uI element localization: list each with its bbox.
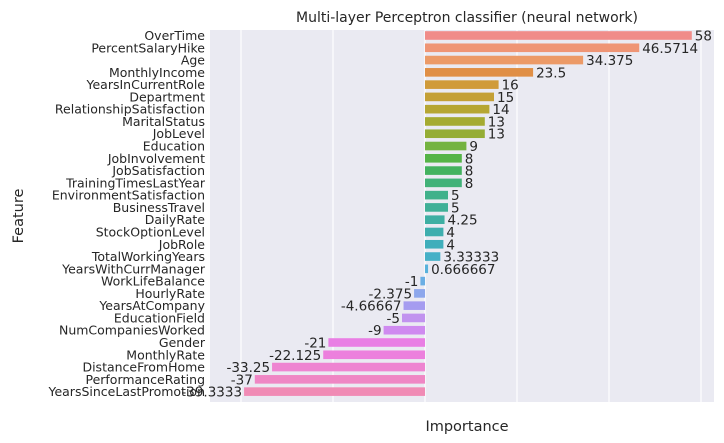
data-label: -22.125 bbox=[269, 348, 321, 364]
y-tick-label: PercentSalaryHike bbox=[91, 40, 205, 55]
bar-Age bbox=[425, 55, 584, 65]
y-tick-labels: OverTimePercentSalaryHikeAgeMonthlyIncom… bbox=[47, 28, 205, 399]
data-label: 16 bbox=[502, 78, 519, 94]
data-label: 46.5714 bbox=[642, 41, 698, 57]
bar-DailyRate bbox=[425, 215, 445, 224]
y-tick-label: StockOptionLevel bbox=[96, 224, 205, 239]
y-tick-label: PerformanceRating bbox=[85, 372, 205, 387]
y-tick-label: JobSatisfaction bbox=[111, 163, 205, 178]
y-tick-label: WorkLifeBalance bbox=[101, 274, 205, 289]
bar-DistanceFromHome bbox=[272, 362, 425, 372]
bar-YearsWithCurrManager bbox=[425, 264, 429, 274]
y-tick-label: NumCompaniesWorked bbox=[59, 323, 205, 338]
bar-PercentSalaryHike bbox=[425, 43, 640, 53]
y-axis-label: Feature bbox=[11, 189, 27, 244]
bar-NumCompaniesWorked bbox=[383, 325, 425, 335]
data-label: -39.3333 bbox=[181, 385, 242, 401]
y-tick-label: MaritalStatus bbox=[122, 114, 205, 129]
bars bbox=[244, 31, 692, 396]
y-tick-label: EducationField bbox=[114, 310, 205, 325]
y-tick-label: BusinessTravel bbox=[113, 200, 205, 215]
bar-Education bbox=[425, 141, 467, 151]
y-tick-label: YearsWithCurrManager bbox=[61, 261, 206, 276]
bar-StockOptionLevel bbox=[425, 227, 444, 237]
bar-Department bbox=[425, 92, 494, 102]
y-tick-label: Department bbox=[129, 89, 205, 104]
data-label: -33.25 bbox=[227, 360, 271, 376]
data-label: 13 bbox=[488, 127, 505, 143]
bar-YearsInCurrentRole bbox=[425, 80, 499, 89]
data-label: 8 bbox=[465, 151, 474, 167]
data-label: 8 bbox=[465, 176, 474, 192]
data-label: -21 bbox=[304, 336, 326, 352]
bar-RelationshipSatisfaction bbox=[425, 104, 490, 114]
y-tick-label: Gender bbox=[159, 335, 206, 350]
data-label: -4.66667 bbox=[341, 299, 402, 315]
y-tick-label: EnvironmentSatisfaction bbox=[52, 188, 205, 203]
bar-WorkLifeBalance bbox=[420, 276, 425, 286]
y-tick-label: JobInvolvement bbox=[107, 151, 205, 166]
y-tick-label: YearsSinceLastPromotion bbox=[47, 384, 205, 399]
bar-EnvironmentSatisfaction bbox=[425, 190, 448, 200]
bar-PerformanceRating bbox=[254, 375, 425, 384]
bar-EducationField bbox=[402, 313, 425, 323]
bar-HourlyRate bbox=[414, 289, 425, 298]
bar-YearsSinceLastPromotion bbox=[244, 387, 425, 396]
y-tick-label: DailyRate bbox=[145, 212, 206, 227]
y-tick-label: JobLevel bbox=[152, 126, 205, 141]
data-labels: 5846.571434.37523.516151413139888554.254… bbox=[181, 29, 712, 401]
bar-MaritalStatus bbox=[425, 117, 485, 126]
data-label: -1 bbox=[405, 274, 418, 290]
data-label: 4 bbox=[446, 225, 455, 241]
y-tick-label: MonthlyRate bbox=[126, 347, 205, 362]
data-label: 0.666667 bbox=[431, 262, 495, 278]
data-label: 23.5 bbox=[536, 65, 566, 81]
bar-MonthlyIncome bbox=[425, 68, 534, 77]
bar-TotalWorkingYears bbox=[425, 252, 441, 261]
bar-JobRole bbox=[425, 239, 444, 249]
y-tick-label: RelationshipSatisfaction bbox=[55, 102, 205, 117]
y-tick-label: YearsAtCompany bbox=[98, 298, 205, 313]
y-tick-label: MonthlyIncome bbox=[109, 65, 205, 80]
data-label: 58 bbox=[695, 29, 712, 45]
bar-JobSatisfaction bbox=[425, 166, 462, 175]
data-label: 34.375 bbox=[586, 53, 633, 69]
bar-TrainingTimesLastYear bbox=[425, 178, 462, 188]
bar-BusinessTravel bbox=[425, 203, 448, 212]
bar-JobLevel bbox=[425, 129, 485, 139]
bar-Gender bbox=[328, 338, 425, 347]
data-label: 15 bbox=[497, 90, 514, 106]
bar-JobInvolvement bbox=[425, 154, 462, 163]
data-label: 13 bbox=[488, 114, 505, 130]
x-axis-label: Importance bbox=[425, 419, 508, 435]
data-label: 4 bbox=[446, 237, 455, 253]
y-tick-label: HourlyRate bbox=[135, 286, 205, 301]
data-label: -9 bbox=[368, 323, 381, 339]
data-label: -37 bbox=[231, 372, 253, 388]
data-label: 4.25 bbox=[448, 213, 478, 229]
y-tick-label: TotalWorkingYears bbox=[91, 249, 205, 264]
bar-YearsAtCompany bbox=[403, 301, 425, 310]
y-tick-label: JobRole bbox=[158, 237, 206, 252]
plot-background bbox=[210, 30, 714, 402]
y-tick-label: TrainingTimesLastYear bbox=[65, 175, 206, 190]
data-label: -5 bbox=[387, 311, 400, 327]
y-tick-label: DistanceFromHome bbox=[82, 360, 205, 375]
data-label: 5 bbox=[451, 188, 460, 204]
data-label: 9 bbox=[469, 139, 478, 155]
data-label: 8 bbox=[465, 164, 474, 180]
chart-title: Multi-layer Perceptron classifier (neura… bbox=[296, 10, 638, 26]
data-label: 5 bbox=[451, 200, 460, 216]
data-label: -2.375 bbox=[369, 286, 413, 302]
data-label: 3.33333 bbox=[443, 250, 499, 266]
y-tick-label: Education bbox=[143, 139, 205, 154]
bar-MonthlyRate bbox=[323, 350, 425, 360]
data-label: 14 bbox=[492, 102, 509, 118]
bar-OverTime bbox=[425, 31, 692, 40]
y-tick-label: Age bbox=[181, 53, 205, 68]
y-tick-label: OverTime bbox=[144, 28, 205, 43]
y-tick-label: YearsInCurrentRole bbox=[86, 77, 206, 92]
